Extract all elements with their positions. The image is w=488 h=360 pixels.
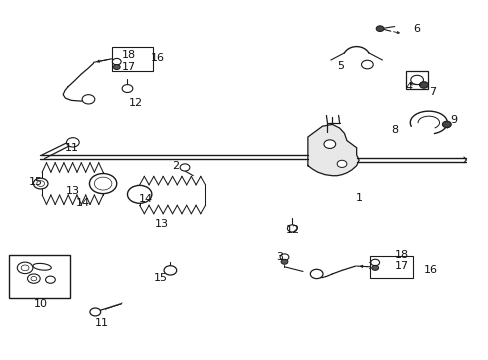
Text: 12: 12	[285, 225, 300, 235]
Text: 17: 17	[394, 261, 408, 271]
Circle shape	[127, 185, 152, 203]
Circle shape	[122, 85, 133, 93]
Text: 17: 17	[121, 62, 135, 72]
Text: 5: 5	[337, 61, 344, 71]
Text: 15: 15	[153, 273, 167, 283]
Bar	[9, 255, 70, 298]
Text: 8: 8	[390, 125, 397, 135]
Circle shape	[310, 269, 323, 279]
Circle shape	[163, 266, 176, 275]
Circle shape	[21, 265, 29, 271]
Circle shape	[370, 259, 379, 266]
Text: 14: 14	[139, 194, 153, 204]
Text: 16: 16	[423, 265, 437, 275]
Circle shape	[112, 58, 121, 65]
Circle shape	[180, 164, 189, 171]
Circle shape	[89, 174, 117, 194]
Circle shape	[361, 60, 372, 69]
Bar	[112, 47, 153, 71]
Text: 1: 1	[355, 193, 362, 203]
Circle shape	[27, 274, 40, 283]
Text: 2: 2	[171, 161, 179, 171]
Bar	[369, 256, 412, 278]
Circle shape	[375, 26, 383, 32]
Text: 18: 18	[121, 50, 135, 60]
Text: 6: 6	[413, 24, 420, 35]
Circle shape	[66, 138, 79, 147]
Text: 18: 18	[394, 249, 408, 260]
Ellipse shape	[33, 264, 51, 270]
Text: 16: 16	[150, 53, 164, 63]
Polygon shape	[307, 125, 358, 176]
Circle shape	[82, 95, 95, 104]
Circle shape	[324, 140, 335, 148]
Text: 11: 11	[64, 143, 78, 153]
Circle shape	[94, 177, 112, 190]
Text: 9: 9	[449, 115, 457, 125]
Text: 4: 4	[405, 82, 412, 92]
Text: 3: 3	[276, 252, 283, 262]
Text: 15: 15	[29, 177, 43, 187]
Circle shape	[371, 265, 378, 270]
Circle shape	[410, 75, 423, 85]
Circle shape	[31, 276, 37, 281]
Circle shape	[336, 160, 346, 167]
Text: 7: 7	[428, 87, 435, 97]
Circle shape	[90, 308, 101, 316]
Text: 14: 14	[76, 198, 89, 208]
Text: 13: 13	[154, 219, 168, 229]
Circle shape	[281, 259, 287, 264]
Circle shape	[45, 276, 55, 283]
Text: 10: 10	[34, 299, 48, 309]
Circle shape	[419, 82, 427, 88]
Circle shape	[37, 181, 44, 186]
Text: 12: 12	[129, 98, 143, 108]
Circle shape	[280, 254, 288, 260]
Circle shape	[442, 121, 450, 128]
Circle shape	[287, 225, 297, 232]
Bar	[406, 71, 427, 89]
Text: 13: 13	[66, 186, 80, 197]
Circle shape	[17, 262, 33, 274]
Circle shape	[113, 64, 120, 69]
Text: 11: 11	[95, 319, 109, 328]
Circle shape	[33, 178, 48, 189]
